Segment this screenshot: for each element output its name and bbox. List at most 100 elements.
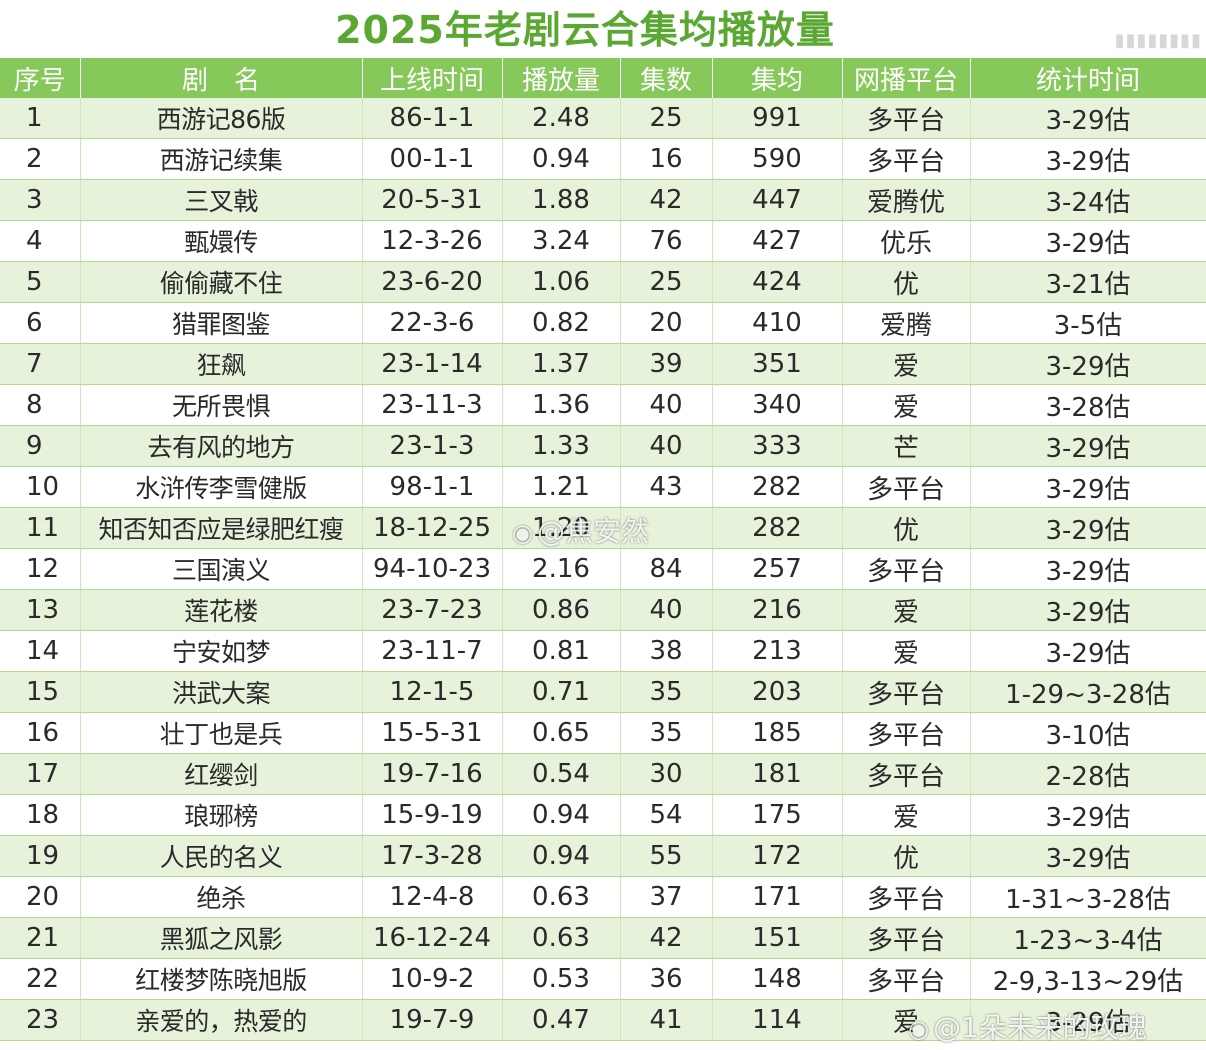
cell-platform: 爱 — [842, 343, 971, 385]
weibo-icon: ◉ — [908, 1015, 929, 1043]
cell-episodes: 36 — [620, 958, 713, 1000]
cell-platform: 多平台 — [842, 138, 971, 180]
cell-name: 莲花楼 — [80, 589, 363, 631]
cell-avg: 991 — [712, 98, 843, 139]
cell-views: 0.71 — [502, 671, 621, 713]
cell-stat-date: 3-29估 — [970, 343, 1206, 385]
cell-platform: 优 — [842, 261, 971, 303]
cell-stat-date: 3-29估 — [970, 220, 1206, 262]
cell-avg: 447 — [712, 179, 843, 221]
cell-views: 0.82 — [502, 302, 621, 344]
cell-release: 12-3-26 — [362, 220, 503, 262]
cell-avg: 114 — [712, 999, 843, 1041]
cell-stat-date: 3-29估 — [970, 138, 1206, 180]
ranking-table: 序号 剧 名 上线时间 播放量 集数 集均 网播平台 统计时间 1 西游记86版 8… — [0, 58, 1206, 1041]
cell-name: 狂飙 — [80, 343, 363, 385]
cell-stat-date: 3-29估 — [970, 98, 1206, 139]
cell-release: 86-1-1 — [362, 98, 503, 139]
table-row: 19 人民的名义 17-3-28 0.94 55 172 优 3-29估 — [0, 835, 1206, 877]
cell-release: 18-12-25 — [362, 507, 503, 549]
cell-episodes: 84 — [620, 548, 713, 590]
cell-views: 0.65 — [502, 712, 621, 754]
cell-platform: 优乐 — [842, 220, 971, 262]
cell-index: 3 — [0, 179, 81, 221]
header-episodes: 集数 — [620, 58, 713, 98]
cell-release: 10-9-2 — [362, 958, 503, 1000]
cell-name: 西游记续集 — [80, 138, 363, 180]
header-views: 播放量 — [502, 58, 621, 98]
cell-release: 23-1-14 — [362, 343, 503, 385]
cell-name: 三国演义 — [80, 548, 363, 590]
cell-views: 1.20 — [502, 507, 621, 549]
table-header-row: 序号 剧 名 上线时间 播放量 集数 集均 网播平台 统计时间 — [0, 58, 1206, 98]
cell-views: 3.24 — [502, 220, 621, 262]
cell-stat-date: 1-31~3-28估 — [970, 876, 1206, 918]
cell-stat-date: 3-29估 — [970, 466, 1206, 508]
cell-release: 19-7-9 — [362, 999, 503, 1041]
cell-stat-date: 3-29估 — [970, 630, 1206, 672]
cell-episodes: 43 — [620, 466, 713, 508]
cell-platform: 多平台 — [842, 876, 971, 918]
table-row: 23 亲爱的，热爱的 19-7-9 0.47 41 114 爱 3-29估 — [0, 999, 1206, 1041]
cell-release: 94-10-23 — [362, 548, 503, 590]
cell-name: 水浒传李雪健版 — [80, 466, 363, 508]
cell-release: 23-6-20 — [362, 261, 503, 303]
table-row: 7 狂飙 23-1-14 1.37 39 351 爱 3-29估 — [0, 343, 1206, 385]
cell-stat-date: 3-29估 — [970, 548, 1206, 590]
cell-avg: 590 — [712, 138, 843, 180]
table-row: 8 无所畏惧 23-11-3 1.36 40 340 爱 3-28估 — [0, 384, 1206, 426]
cell-platform: 优 — [842, 507, 971, 549]
cell-avg: 257 — [712, 548, 843, 590]
header-platform: 网播平台 — [842, 58, 971, 98]
cell-stat-date: 2-28估 — [970, 753, 1206, 795]
cell-episodes: 76 — [620, 220, 713, 262]
cell-name: 红楼梦陈晓旭版 — [80, 958, 363, 1000]
cell-episodes: 35 — [620, 712, 713, 754]
cell-episodes: 20 — [620, 302, 713, 344]
cell-episodes: 42 — [620, 179, 713, 221]
cell-release: 15-9-19 — [362, 794, 503, 836]
cell-stat-date: 3-29估 — [970, 999, 1206, 1041]
cell-platform: 爱 — [842, 794, 971, 836]
cell-platform: 爱腾优 — [842, 179, 971, 221]
cell-avg: 171 — [712, 876, 843, 918]
cell-views: 0.94 — [502, 138, 621, 180]
cell-episodes: 37 — [620, 876, 713, 918]
cell-name: 黑狐之风影 — [80, 917, 363, 959]
cell-index: 17 — [0, 753, 81, 795]
table-row: 22 红楼梦陈晓旭版 10-9-2 0.53 36 148 多平台 2-9,3-13~29估 — [0, 958, 1206, 1000]
cell-avg: 282 — [712, 507, 843, 549]
cell-platform: 爱 — [842, 589, 971, 631]
watermark-bottom: ◉ @1朵未来的玫瑰 — [908, 1006, 1147, 1046]
cell-avg: 216 — [712, 589, 843, 631]
cell-views: 0.63 — [502, 917, 621, 959]
cell-episodes: 55 — [620, 835, 713, 877]
cell-episodes: 41 — [620, 999, 713, 1041]
cell-episodes: 30 — [620, 753, 713, 795]
table-row: 18 琅琊榜 15-9-19 0.94 54 175 爱 3-29估 — [0, 794, 1206, 836]
cell-avg: 175 — [712, 794, 843, 836]
cell-avg: 185 — [712, 712, 843, 754]
table-row: 11 知否知否应是绿肥红瘦 18-12-25 1.20 282 优 3-29估 — [0, 507, 1206, 549]
table-row: 4 甄嬛传 12-3-26 3.24 76 427 优乐 3-29估 — [0, 220, 1206, 262]
cell-views: 0.81 — [502, 630, 621, 672]
table-row: 9 去有风的地方 23-1-3 1.33 40 333 芒 3-29估 — [0, 425, 1206, 467]
cell-index: 2 — [0, 138, 81, 180]
cell-release: 23-7-23 — [362, 589, 503, 631]
cell-index: 8 — [0, 384, 81, 426]
cell-views: 1.33 — [502, 425, 621, 467]
cell-views: 1.36 — [502, 384, 621, 426]
cell-name: 绝杀 — [80, 876, 363, 918]
cell-avg: 203 — [712, 671, 843, 713]
cell-avg: 333 — [712, 425, 843, 467]
cell-episodes: 25 — [620, 261, 713, 303]
table-row: 12 三国演义 94-10-23 2.16 84 257 多平台 3-29估 — [0, 548, 1206, 590]
cell-episodes: 25 — [620, 98, 713, 139]
cell-episodes — [620, 507, 713, 549]
cell-name: 琅琊榜 — [80, 794, 363, 836]
table-row: 21 黑狐之风影 16-12-24 0.63 42 151 多平台 1-23~3-4估 — [0, 917, 1206, 959]
table-row: 16 壮丁也是兵 15-5-31 0.65 35 185 多平台 3-10估 — [0, 712, 1206, 754]
cell-views: 0.54 — [502, 753, 621, 795]
cell-name: 三叉戟 — [80, 179, 363, 221]
cell-platform: 多平台 — [842, 753, 971, 795]
